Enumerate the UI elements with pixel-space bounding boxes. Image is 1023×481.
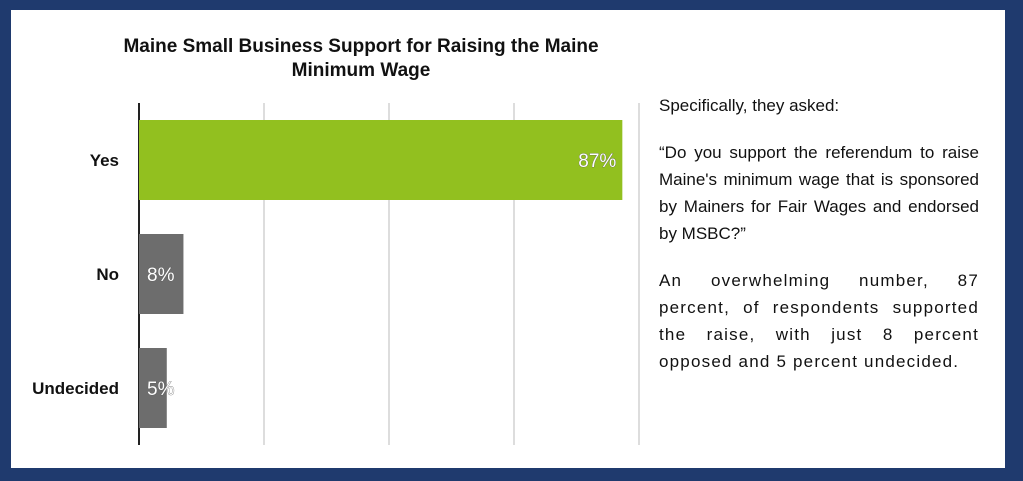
summary-text: An overwhelming number, 87 percent, of r… xyxy=(659,271,979,371)
explanation-text: Specifically, they asked: “Do you suppor… xyxy=(659,92,979,395)
category-label-no: No xyxy=(96,265,119,284)
category-label-yes: Yes xyxy=(90,151,119,170)
data-label-no: 8% xyxy=(147,265,175,286)
bar-chart: Yes 87% No 8% Undecided 5% xyxy=(32,103,640,445)
data-label-yes: 87% xyxy=(578,151,616,172)
data-label-undecided: 5% xyxy=(147,379,175,400)
survey-question-text: “Do you support the referendum to raise … xyxy=(659,143,979,243)
chart-title: Maine Small Business Support for Raising… xyxy=(123,36,599,81)
category-label-undecided: Undecided xyxy=(32,379,119,398)
content-panel: Maine Small Business Support for Raising… xyxy=(11,10,1005,468)
bar-undecided xyxy=(139,348,167,428)
bar-no xyxy=(139,234,184,314)
intro-text: Specifically, they asked: xyxy=(659,96,840,115)
bar-yes xyxy=(139,120,623,200)
